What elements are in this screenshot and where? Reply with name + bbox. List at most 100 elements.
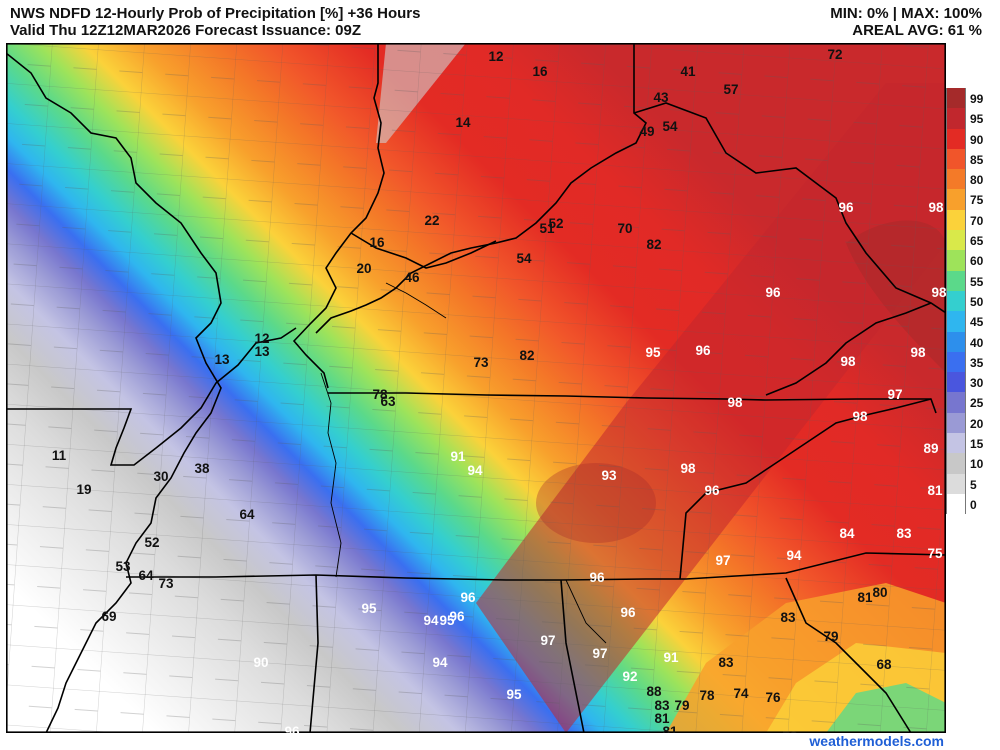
legend-row: 15 xyxy=(946,433,1000,454)
point-value-label: 38 xyxy=(194,461,210,476)
point-value-label: 63 xyxy=(380,394,396,409)
point-value-label: 46 xyxy=(404,270,420,285)
point-value-label: 97 xyxy=(715,553,730,568)
legend-row: 55 xyxy=(946,270,1000,291)
legend-row: 20 xyxy=(946,412,1000,434)
point-value-label: 81 xyxy=(927,483,943,498)
legend-label: 60 xyxy=(970,254,984,269)
legend-row: 25 xyxy=(946,392,1000,413)
point-value-label: 80 xyxy=(872,585,887,600)
areal-average-readout: AREAL AVG: 61 % xyxy=(852,22,982,39)
point-value-label: 83 xyxy=(654,698,670,713)
point-value-label: 98 xyxy=(910,345,926,360)
legend-swatch xyxy=(946,290,966,312)
legend-row: 80 xyxy=(946,169,1000,190)
legend-swatch xyxy=(946,493,966,515)
legend-swatch xyxy=(946,453,966,474)
color-legend: 99 95 90 85 80 75 70 65 60 55 50 45 40 35 30 25 20 15 10 5 0 xyxy=(946,88,1000,515)
legend-row: 30 xyxy=(946,372,1000,393)
legend-label: 99 xyxy=(970,92,984,106)
point-value-label: 98 xyxy=(928,200,944,215)
point-value-label: 81 xyxy=(662,724,678,733)
legend-label: 80 xyxy=(970,173,984,188)
point-value-label: 20 xyxy=(356,261,371,276)
legend-row: 85 xyxy=(946,148,1000,170)
point-value-label: 14 xyxy=(455,115,471,130)
point-value-label: 11 xyxy=(52,448,67,463)
valid-time: Valid Thu 12Z12MAR2026 Forecast Issuance… xyxy=(10,22,361,39)
point-value-label: 54 xyxy=(516,251,532,266)
point-value-label: 13 xyxy=(214,352,230,367)
point-value-label: 96 xyxy=(284,724,300,733)
point-value-label: 98 xyxy=(727,395,743,410)
legend-row: 95 xyxy=(946,108,1000,129)
point-value-label: 98 xyxy=(680,461,696,476)
legend-row: 50 xyxy=(946,290,1000,312)
legend-label: 90 xyxy=(970,132,984,147)
point-value-label: 82 xyxy=(519,348,534,363)
point-value-label: 96 xyxy=(695,343,711,358)
legend-swatch xyxy=(946,372,966,393)
point-value-label: 91 xyxy=(450,449,466,464)
point-value-label: 52 xyxy=(144,535,159,550)
point-value-label: 78 xyxy=(699,688,715,703)
point-value-label: 53 xyxy=(115,559,131,574)
legend-row: 75 xyxy=(946,189,1000,210)
point-value-label: 72 xyxy=(782,729,797,733)
point-value-label: 94 xyxy=(467,463,483,478)
point-value-label: 75 xyxy=(927,546,943,561)
credit-text: weathermodels.com xyxy=(809,733,944,749)
legend-label: 25 xyxy=(970,396,984,411)
point-value-label: 78 xyxy=(372,387,388,402)
point-value-label: 94 xyxy=(432,655,448,670)
point-value-label: 92 xyxy=(622,669,637,684)
point-value-label: 70 xyxy=(617,221,632,236)
legend-label: 20 xyxy=(970,416,984,431)
legend-label: 0 xyxy=(970,497,977,512)
point-value-label: 98 xyxy=(931,285,946,300)
point-value-label: 83 xyxy=(896,526,912,541)
legend-label: 70 xyxy=(970,213,984,228)
point-value-label: 19 xyxy=(76,482,91,497)
legend-label: 50 xyxy=(970,294,984,309)
legend-label: 40 xyxy=(970,335,984,350)
point-value-label: 57 xyxy=(723,82,738,97)
legend-label: 5 xyxy=(970,477,977,492)
point-value-label: 79 xyxy=(674,698,689,713)
legend-row: 70 xyxy=(946,209,1000,231)
legend-row: 40 xyxy=(946,331,1000,352)
point-value-label: 95 xyxy=(645,345,661,360)
point-value-label: 51 xyxy=(539,221,555,236)
point-value-label: 74 xyxy=(733,686,749,701)
point-value-label: 91 xyxy=(663,650,679,665)
point-value-label: 96 xyxy=(449,609,465,624)
legend-row: 0 xyxy=(946,493,1000,515)
point-value-label: 64 xyxy=(138,568,154,583)
point-value-label: 68 xyxy=(876,657,892,672)
point-value-label: 30 xyxy=(153,469,168,484)
point-value-label: 95 xyxy=(506,687,522,702)
point-value-label: 97 xyxy=(540,633,555,648)
legend-row: 5 xyxy=(946,473,1000,494)
point-value-label: 81 xyxy=(857,590,873,605)
point-value-label: 96 xyxy=(704,483,720,498)
point-value-label: 79 xyxy=(823,629,838,644)
point-value-label: 94 xyxy=(423,613,439,628)
point-value-label: 96 xyxy=(765,285,781,300)
point-value-label: 64 xyxy=(239,507,255,522)
legend-swatch xyxy=(946,169,966,190)
legend-swatch xyxy=(946,108,966,129)
legend-row: 10 xyxy=(946,453,1000,474)
legend-label: 85 xyxy=(970,152,984,167)
legend-row: 35 xyxy=(946,351,1000,373)
point-value-label: 89 xyxy=(923,441,938,456)
legend-row: 60 xyxy=(946,250,1000,271)
legend-swatch xyxy=(946,148,966,170)
point-value-label: 98 xyxy=(852,409,868,424)
legend-swatch xyxy=(946,473,966,494)
legend-swatch xyxy=(946,209,966,231)
chart-title: NWS NDFD 12-Hourly Prob of Precipitation… xyxy=(10,5,421,22)
legend-swatch xyxy=(946,331,966,352)
point-value-label: 97 xyxy=(887,387,902,402)
point-value-label: 96 xyxy=(838,200,854,215)
